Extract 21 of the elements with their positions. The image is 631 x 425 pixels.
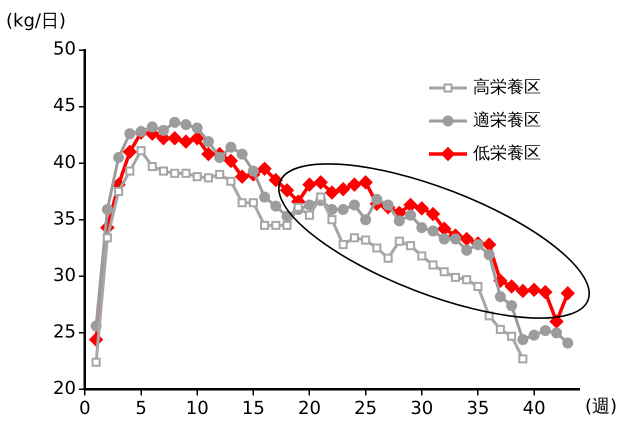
x-tick-label: 35	[466, 398, 490, 419]
y-tick-label: 40	[53, 152, 76, 173]
x-axis-title: (週)	[585, 396, 618, 418]
legend-label: 高栄養区	[473, 77, 541, 98]
y-axis-title: (kg/日)	[6, 10, 66, 32]
x-tick-label: 25	[354, 398, 378, 419]
y-tick-label: 30	[53, 264, 76, 286]
legend-label: 適栄養区	[473, 110, 541, 130]
x-tick-label: 20	[298, 398, 321, 419]
y-tick-label: 25	[53, 322, 76, 343]
y-tick-label: 35	[53, 208, 76, 230]
x-tick-label: 30	[410, 398, 434, 419]
legend-label: 低栄養区	[473, 143, 541, 164]
x-tick-label: 5	[135, 398, 147, 419]
x-tick-label: 0	[79, 398, 91, 419]
y-tick-label: 20	[53, 378, 76, 400]
y-tick-label: 50	[53, 38, 76, 60]
y-tick-label: 45	[53, 95, 76, 116]
x-tick-label: 15	[242, 398, 265, 419]
x-tick-label: 40	[522, 398, 546, 419]
x-tick-label: 10	[186, 398, 209, 419]
